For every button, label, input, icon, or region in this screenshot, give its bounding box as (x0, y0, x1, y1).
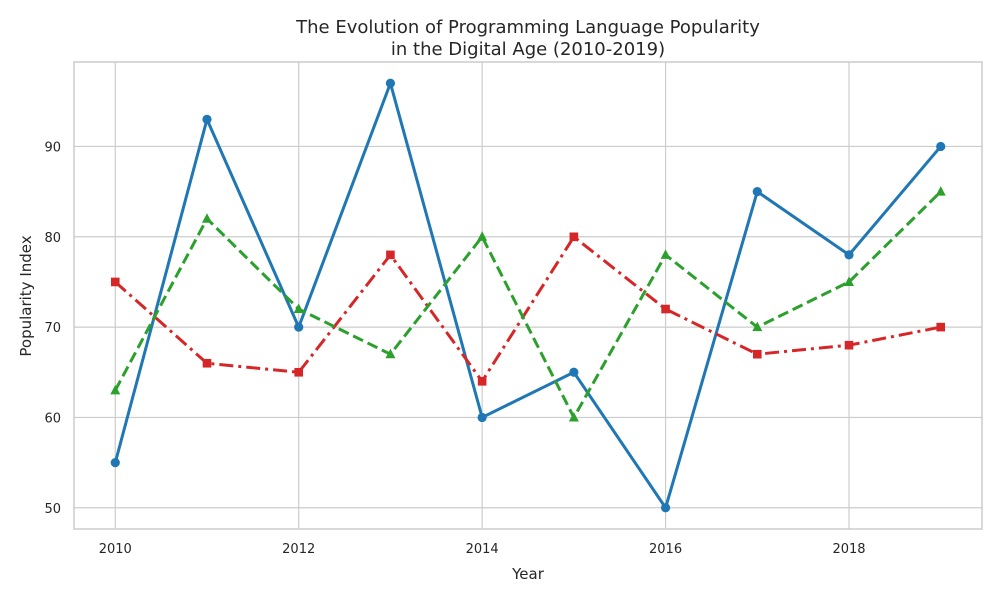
series-1-point (477, 412, 487, 423)
series-2-point (386, 250, 395, 260)
x-axis-label: Year (511, 565, 545, 583)
series-3-point (110, 384, 121, 395)
series-1-point (569, 367, 579, 377)
series-3-line (113, 190, 942, 419)
series-3-point (660, 249, 671, 259)
x-tick-label: 2012 (282, 542, 315, 557)
x-tick-label: 2010 (99, 542, 132, 557)
y-tick-label: 70 (44, 321, 61, 336)
series-1-point (936, 141, 946, 152)
series-3-point (752, 321, 763, 332)
x-tick-label: 2016 (649, 542, 682, 557)
series-3-point (477, 231, 488, 241)
series-1-point (752, 187, 762, 197)
series-2-point (569, 232, 579, 242)
chart-title-line2: in the Digital Age (2010-2019) (391, 39, 665, 60)
series-1-point (660, 503, 671, 513)
y-tick-label: 80 (44, 231, 61, 246)
series-1-point (385, 78, 396, 88)
series-2 (110, 232, 946, 386)
x-tick-label: 2014 (466, 542, 499, 557)
series-3-point (385, 348, 396, 359)
series-2-point (110, 277, 120, 287)
series-1 (110, 78, 946, 513)
series-3-point (201, 213, 212, 223)
y-tick-label: 50 (44, 502, 61, 517)
y-tick-label: 90 (44, 140, 61, 155)
series-2-line (114, 235, 942, 383)
series-2-point (752, 349, 762, 359)
series-3-point (844, 276, 855, 286)
series-3-point (935, 186, 946, 196)
series-3-point (568, 411, 579, 422)
y-tick-label: 60 (44, 411, 61, 426)
series-2-point (477, 377, 487, 386)
tick-labels: 2010 2012 2014 2016 2018 50 60 70 80 90 (44, 140, 865, 557)
series-layer (110, 78, 946, 513)
series-3-point (293, 303, 304, 314)
series-3 (110, 186, 946, 422)
series-1-line (113, 81, 942, 510)
plot-frame (73, 61, 983, 530)
series-2-point (294, 367, 304, 377)
y-axis-label: Popularity Index (17, 235, 35, 356)
series-2-point (936, 322, 946, 332)
series-2-point (844, 340, 854, 350)
x-tick-label: 2018 (832, 542, 865, 557)
series-1-point (844, 250, 854, 260)
series-2-point (661, 304, 670, 314)
series-1-point (110, 458, 120, 468)
series-1-point (202, 114, 212, 124)
chart-title-line1: The Evolution of Programming Language Po… (295, 17, 760, 38)
grid-lines (74, 62, 982, 529)
series-2-point (202, 358, 212, 368)
series-1-point (294, 322, 304, 332)
